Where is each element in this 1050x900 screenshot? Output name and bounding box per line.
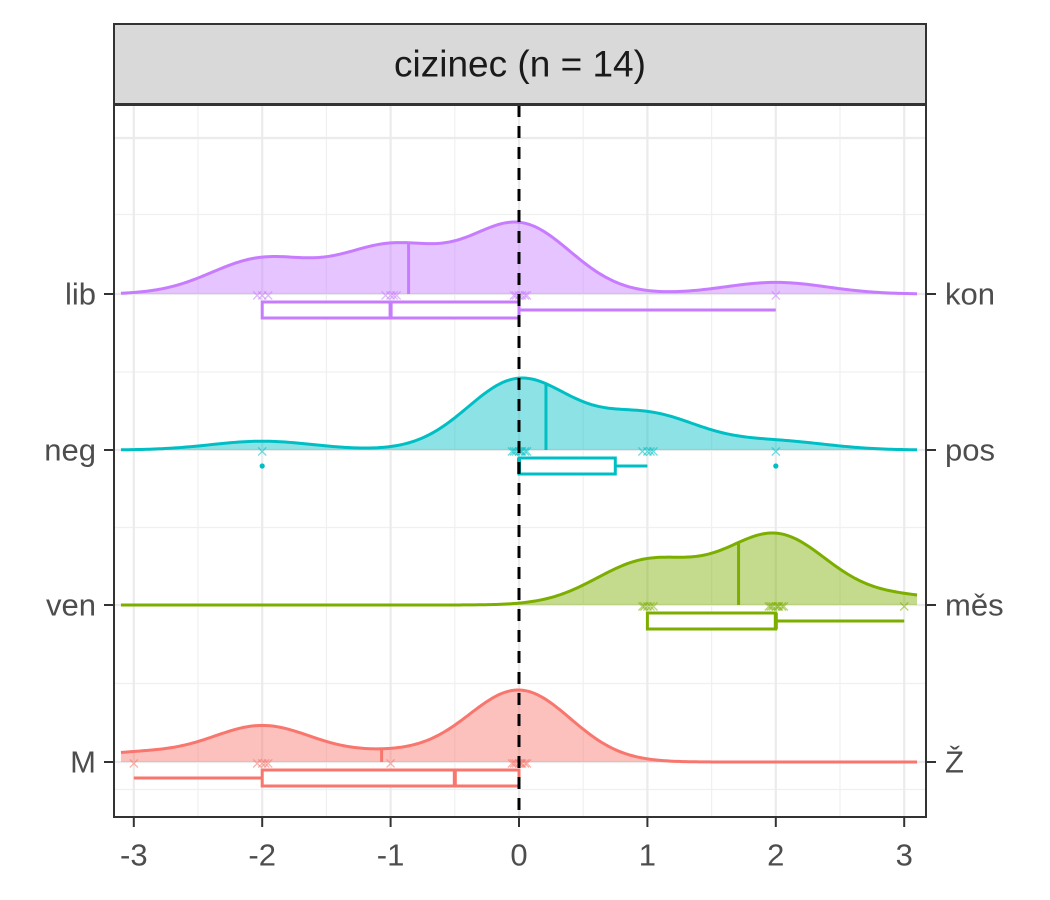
- data-point: ×: [384, 286, 397, 305]
- data-point: ×: [261, 754, 274, 773]
- data-point: ×: [638, 597, 651, 616]
- data-point: ×: [379, 286, 392, 305]
- data-point: ×: [520, 442, 533, 461]
- data-point: ×: [769, 442, 782, 461]
- data-point: ×: [644, 442, 657, 461]
- density-area: [120, 533, 918, 605]
- data-point: ×: [769, 597, 782, 616]
- strip-background: [113, 23, 927, 105]
- x-tick-label: 3: [896, 838, 913, 873]
- data-point: ×: [261, 286, 274, 305]
- panel: ××× ×××× ××××× ×× ××××××× ×××× ×××××× ×××××××× ×…: [113, 104, 927, 818]
- data-point: ×: [520, 286, 533, 305]
- data-point: ×: [636, 597, 649, 616]
- data-point: ×: [766, 597, 779, 616]
- box-outlier: [259, 463, 265, 469]
- data-point: ×: [771, 597, 784, 616]
- data-point: ×: [255, 442, 268, 461]
- x-tick-label: 0: [510, 838, 527, 873]
- data-point: ×: [897, 597, 910, 616]
- data-point: ×: [384, 754, 397, 773]
- data-point: ×: [255, 754, 268, 773]
- data-point: ×: [647, 442, 660, 461]
- data-point: ×: [764, 597, 777, 616]
- ridge-neg-pos: ××××××××××××××: [120, 376, 918, 476]
- box-iqr: [517, 456, 617, 476]
- data-point: ×: [505, 754, 518, 773]
- data-point: ×: [255, 286, 268, 305]
- data-point: ×: [641, 442, 654, 461]
- data-point: ×: [507, 442, 520, 461]
- data-point: ×: [518, 754, 531, 773]
- box-iqr: [645, 611, 778, 631]
- ridge-ven-měs: ××××× ×××××××× ×: [120, 531, 918, 631]
- data-point: ×: [762, 597, 775, 616]
- density-line: [120, 688, 918, 764]
- strip-title: cizinec (n = 14): [394, 44, 646, 85]
- data-point: ×: [507, 754, 520, 773]
- data-point: ×: [250, 754, 263, 773]
- y-label-right: kon: [945, 277, 995, 312]
- data-point: ×: [647, 597, 660, 616]
- y-label-right: měs: [945, 588, 1004, 623]
- y-label-right: Ž: [945, 745, 964, 780]
- data-point: ×: [390, 286, 403, 305]
- data-point: ×: [127, 754, 140, 773]
- data-point: ×: [641, 597, 654, 616]
- box-outlier: [773, 463, 779, 469]
- x-tick-label: 2: [767, 838, 784, 873]
- y-label-left: M: [70, 745, 96, 780]
- data-point: ×: [772, 597, 785, 616]
- data-point: ×: [518, 442, 531, 461]
- data-point: ×: [250, 286, 263, 305]
- data-point: ×: [644, 597, 657, 616]
- x-tick-label: -2: [248, 838, 276, 873]
- data-point: ×: [520, 754, 533, 773]
- data-point: ×: [518, 286, 531, 305]
- density-line: [120, 531, 918, 607]
- data-point: ×: [775, 597, 788, 616]
- data-point: ×: [505, 442, 518, 461]
- x-tick-label: 1: [639, 838, 656, 873]
- density-line: [120, 220, 918, 296]
- y-label-right: pos: [945, 433, 995, 468]
- data-point: ×: [258, 754, 271, 773]
- data-point: ×: [507, 286, 520, 305]
- data-point: ×: [769, 286, 782, 305]
- data-point: ×: [636, 442, 649, 461]
- y-label-left: neg: [44, 433, 96, 468]
- x-tick-label: -1: [377, 838, 405, 873]
- axes: -3 -2 -1 0 1 2 3 lib kon neg pos ven měs M Ž: [44, 277, 1003, 873]
- data-point: ×: [777, 597, 790, 616]
- y-label-left: lib: [65, 277, 96, 312]
- y-label-left: ven: [46, 588, 96, 623]
- x-tick-label: -3: [120, 838, 148, 873]
- data-point: ×: [387, 286, 400, 305]
- box-iqr: [260, 768, 521, 788]
